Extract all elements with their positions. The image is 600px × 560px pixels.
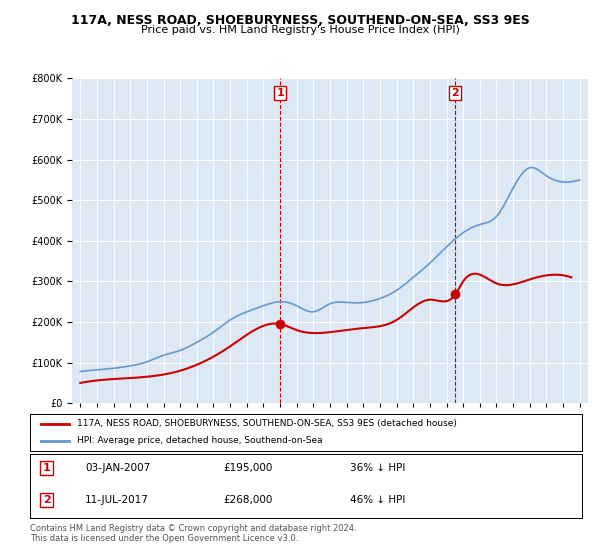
Text: HPI: Average price, detached house, Southend-on-Sea: HPI: Average price, detached house, Sout… <box>77 436 323 445</box>
Text: 1: 1 <box>277 88 284 98</box>
Text: 117A, NESS ROAD, SHOEBURYNESS, SOUTHEND-ON-SEA, SS3 9ES (detached house): 117A, NESS ROAD, SHOEBURYNESS, SOUTHEND-… <box>77 419 457 428</box>
Text: 117A, NESS ROAD, SHOEBURYNESS, SOUTHEND-ON-SEA, SS3 9ES: 117A, NESS ROAD, SHOEBURYNESS, SOUTHEND-… <box>71 14 529 27</box>
Text: 2: 2 <box>451 88 459 98</box>
Text: 2: 2 <box>43 495 50 505</box>
Text: 36% ↓ HPI: 36% ↓ HPI <box>350 463 406 473</box>
Text: Price paid vs. HM Land Registry's House Price Index (HPI): Price paid vs. HM Land Registry's House … <box>140 25 460 35</box>
Text: 03-JAN-2007: 03-JAN-2007 <box>85 463 151 473</box>
Text: 1: 1 <box>43 463 50 473</box>
Text: £195,000: £195,000 <box>223 463 272 473</box>
Text: 11-JUL-2017: 11-JUL-2017 <box>85 495 149 505</box>
Text: £268,000: £268,000 <box>223 495 272 505</box>
Text: 46% ↓ HPI: 46% ↓ HPI <box>350 495 406 505</box>
Text: Contains HM Land Registry data © Crown copyright and database right 2024.
This d: Contains HM Land Registry data © Crown c… <box>30 524 356 543</box>
